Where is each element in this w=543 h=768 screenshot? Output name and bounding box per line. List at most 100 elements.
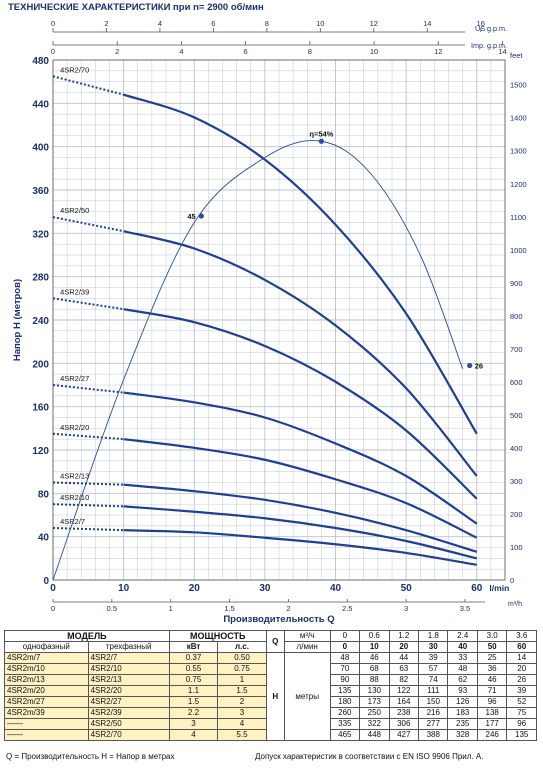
us-unit-label: US g.p.m. — [475, 24, 507, 33]
model-three: 4SR2/7 — [87, 652, 170, 664]
feet-tick-label: 1000 — [510, 246, 527, 255]
x-tick-label: 60 — [471, 583, 483, 594]
series-dotted-start — [52, 75, 124, 96]
m3h-tick-label: 2.5 — [342, 604, 352, 613]
head-value: 260 — [329, 707, 361, 719]
power-kw: 0.75 — [168, 674, 219, 686]
head-value: 90 — [329, 674, 361, 686]
head-value: 388 — [418, 729, 449, 741]
imp-tick-label: 4 — [179, 47, 183, 56]
q-lmin-5: 50 — [476, 641, 508, 653]
head-value: 173 — [359, 696, 390, 708]
footer-tolerance: Допуск характеристик в соответствии с EN… — [255, 752, 484, 761]
power-kw: 4 — [168, 729, 219, 741]
table-row: 4SR2m/10 4SR2/10 0.55 0.75 70 68 63 57 48 36 20 — [4, 663, 537, 675]
sub-hp: л.с. — [217, 641, 267, 653]
y-tick-label: 280 — [32, 273, 49, 284]
q-m3h-2: 1.2 — [388, 630, 420, 642]
x-tick-label: 0 — [50, 583, 56, 594]
sub-three: трехфазный — [87, 641, 170, 653]
imp-tick-label: 0 — [51, 47, 55, 56]
series-dotted-start — [52, 216, 124, 233]
feet-tick-label: 900 — [510, 279, 523, 288]
performance-table: МОДЕЛЬ МОЩНОСТЬ Q м³/ч 0 0.6 1.2 1.8 2.4… — [4, 630, 537, 741]
head-value: 448 — [359, 729, 390, 741]
m3h-tick-label: 3.5 — [460, 604, 470, 613]
imp-tick-label: 2 — [115, 47, 119, 56]
head-value: 82 — [388, 674, 420, 686]
head-value: 46 — [476, 674, 508, 686]
head-value: 39 — [418, 652, 449, 664]
imp-tick-label: 12 — [434, 47, 442, 56]
head-value: 88 — [359, 674, 390, 686]
head-value: 14 — [506, 652, 537, 664]
head-value: 130 — [359, 685, 390, 697]
head-value: 96 — [506, 718, 537, 730]
series-label: 4SR2/27 — [60, 374, 89, 383]
head-value: 238 — [388, 707, 420, 719]
head-value: 183 — [447, 707, 478, 719]
head-value: 135 — [506, 729, 537, 741]
imp-unit-label: Imp. g.p.m. — [471, 41, 507, 50]
us-tick-label: 4 — [158, 19, 162, 28]
series-line — [123, 391, 478, 525]
power-kw: 0.55 — [168, 663, 219, 675]
h-label: H — [265, 652, 285, 741]
efficiency-point — [318, 138, 324, 144]
head-value: 96 — [476, 696, 508, 708]
y-tick-label: 160 — [32, 403, 49, 414]
series-label: 4SR2/70 — [60, 65, 89, 74]
series-label: 4SR2/13 — [60, 472, 89, 481]
model-single: 4SR2m/13 — [4, 674, 89, 686]
efficiency-label: η=54% — [309, 129, 333, 138]
model-single: —— — [4, 729, 89, 741]
feet-tick-label: 1100 — [510, 213, 526, 222]
head-value: 164 — [388, 696, 420, 708]
table-row: 4SR2m/39 4SR2/39 2.2 3 260 250 238 216 183 138 75 — [4, 707, 537, 719]
m3h-tick-label: 1 — [169, 604, 173, 613]
series-dotted-start — [52, 503, 124, 508]
head-value: 465 — [329, 729, 361, 741]
head-value: 335 — [329, 718, 361, 730]
y-tick-label: 240 — [32, 316, 49, 327]
power-kw: 0.37 — [168, 652, 219, 664]
unit-lmin: л/мин — [283, 641, 331, 653]
feet-tick-label: 500 — [510, 411, 523, 420]
feet-tick-label: 0 — [510, 576, 514, 585]
y-axis-title: Напор H (метров) — [12, 279, 23, 361]
q-m3h-3: 1.8 — [418, 630, 449, 642]
y-tick-label: 200 — [32, 359, 49, 370]
head-value: 180 — [329, 696, 361, 708]
y-tick-label: 480 — [32, 56, 49, 67]
head-value: 70 — [329, 663, 361, 675]
power-hp: 1.5 — [217, 685, 267, 697]
us-tick-label: 6 — [211, 19, 215, 28]
model-three: 4SR2/50 — [87, 718, 170, 730]
head-value: 322 — [359, 718, 390, 730]
head-value: 52 — [506, 696, 537, 708]
power-kw: 2.2 — [168, 707, 219, 719]
head-value: 306 — [388, 718, 420, 730]
power-hp: 4 — [217, 718, 267, 730]
imp-tick-label: 14 — [498, 47, 506, 56]
y-tick-label: 360 — [32, 186, 49, 197]
head-value: 25 — [476, 652, 508, 664]
imp-tick-label: 8 — [308, 47, 312, 56]
power-hp: 1 — [217, 674, 267, 686]
footer-legend: Q = Производительность H = Напор в метра… — [6, 752, 175, 761]
head-value: 427 — [388, 729, 420, 741]
x-tick-label: 30 — [259, 583, 271, 594]
table-row: —— 4SR2/70 4 5.5 465 448 427 388 328 246 135 — [4, 729, 537, 741]
series-line — [123, 93, 478, 435]
feet-tick-label: 700 — [510, 345, 523, 354]
head-value: 235 — [447, 718, 478, 730]
y-tick-label: 80 — [38, 489, 50, 500]
q-lmin-4: 40 — [447, 641, 478, 653]
us-tick-label: 2 — [104, 19, 108, 28]
series-dotted-start — [52, 297, 124, 311]
head-value: 246 — [476, 729, 508, 741]
feet-tick-label: 1200 — [510, 180, 527, 189]
feet-tick-label: 1300 — [510, 147, 527, 156]
imp-tick-label: 10 — [370, 47, 378, 56]
model-three: 4SR2/13 — [87, 674, 170, 686]
